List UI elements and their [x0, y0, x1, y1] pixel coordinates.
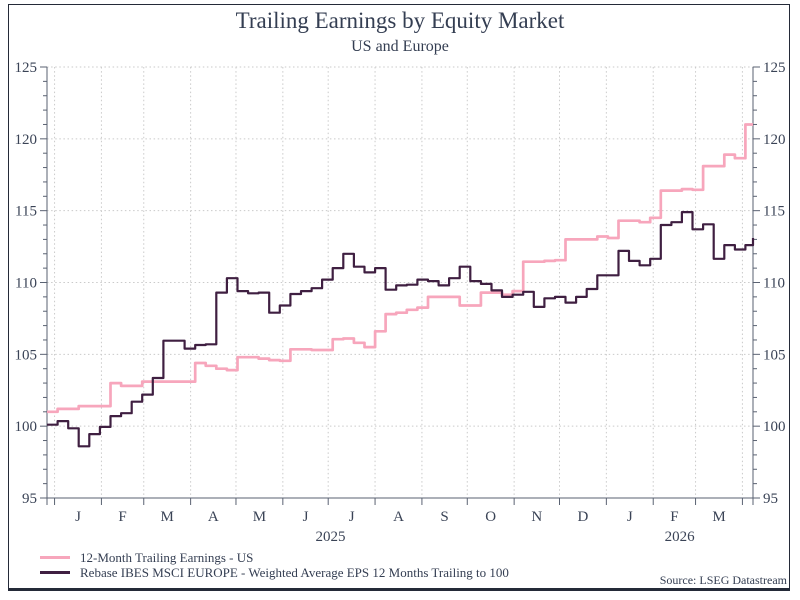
svg-text:A: A	[393, 509, 404, 525]
series-europe-line	[47, 211, 755, 448]
svg-text:D: D	[578, 509, 589, 525]
svg-text:115: 115	[763, 204, 785, 220]
series-us-line	[47, 123, 753, 414]
svg-text:M: M	[253, 509, 266, 525]
svg-text:95: 95	[22, 491, 37, 507]
svg-text:J: J	[75, 509, 81, 525]
legend-row-us: 12-Month Trailing Earnings - US	[40, 550, 509, 565]
svg-text:M: M	[712, 509, 725, 525]
svg-text:F: F	[670, 509, 678, 525]
svg-text:105: 105	[763, 347, 786, 363]
legend: 12-Month Trailing Earnings - US Rebase I…	[40, 550, 509, 580]
page-subtitle: US and Europe	[351, 38, 449, 55]
svg-text:F: F	[118, 509, 126, 525]
source-note: Source: LSEG Datastream	[659, 573, 787, 589]
svg-text:A: A	[208, 509, 219, 525]
svg-text:2026: 2026	[665, 529, 696, 545]
gridlines	[47, 66, 753, 498]
legend-label-europe: Rebase IBES MSCI EUROPE - Weighted Avera…	[80, 564, 509, 580]
y-axis-left: 95 100 105 110 115 120 125	[15, 60, 47, 507]
svg-text:100: 100	[763, 419, 786, 435]
svg-text:S: S	[440, 509, 448, 525]
y-axis-right: 95 100 105 110 115 120 125	[753, 60, 786, 507]
svg-text:110: 110	[15, 276, 37, 292]
svg-text:115: 115	[15, 204, 37, 220]
legend-swatch-europe	[40, 571, 70, 574]
svg-text:105: 105	[15, 347, 38, 363]
svg-text:120: 120	[15, 132, 38, 148]
svg-text:J: J	[627, 509, 633, 525]
svg-text:N: N	[531, 509, 542, 525]
svg-text:J: J	[349, 509, 355, 525]
svg-text:125: 125	[15, 60, 38, 76]
legend-label-us: 12-Month Trailing Earnings - US	[80, 549, 254, 565]
svg-text:120: 120	[763, 132, 786, 148]
legend-row-europe: Rebase IBES MSCI EUROPE - Weighted Avera…	[40, 565, 509, 580]
svg-text:2025: 2025	[315, 529, 345, 545]
svg-text:100: 100	[15, 419, 38, 435]
page-title: Trailing Earnings by Equity Market	[235, 8, 565, 33]
svg-text:O: O	[485, 509, 496, 525]
svg-text:110: 110	[763, 276, 785, 292]
legend-swatch-us	[40, 556, 70, 559]
svg-text:95: 95	[763, 491, 778, 507]
chart-frame	[8, 4, 790, 591]
svg-text:J: J	[303, 509, 309, 525]
x-axis: J F M A M J J A S O N D J F M 2025 2026	[46, 498, 754, 545]
svg-text:125: 125	[763, 60, 786, 76]
svg-text:M: M	[161, 509, 174, 525]
